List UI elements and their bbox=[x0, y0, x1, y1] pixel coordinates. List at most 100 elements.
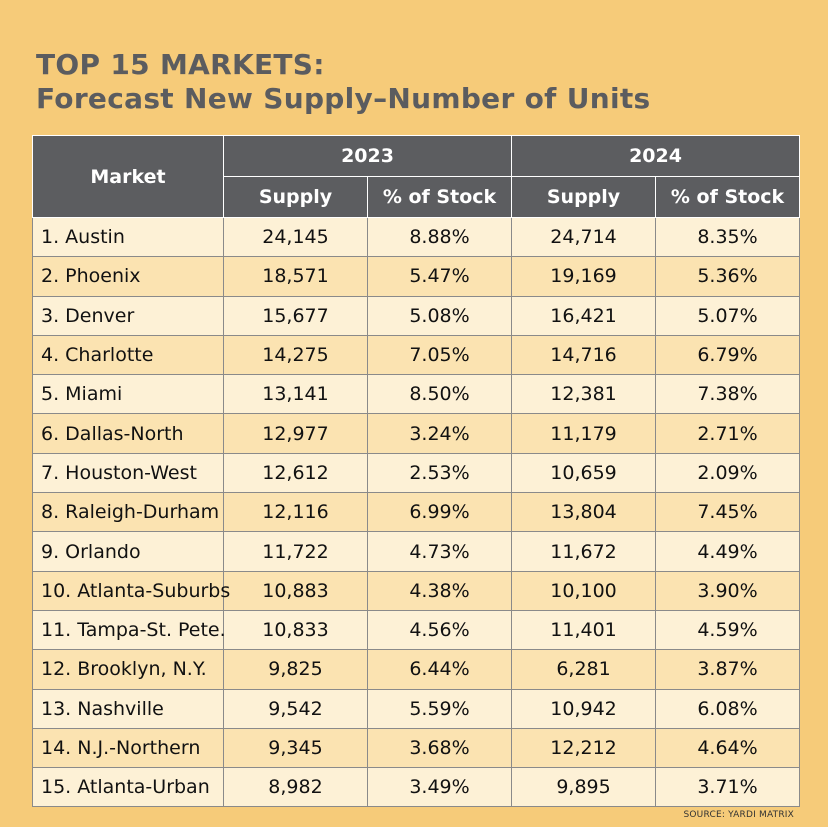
market-cell: 13. Nashville bbox=[32, 688, 224, 729]
supply-2023-cell: 18,571 bbox=[223, 256, 368, 297]
table-row: 4. Charlotte 14,275 7.05% 14,716 6.79% bbox=[32, 334, 801, 376]
supply-2024-cell: 9,895 bbox=[511, 767, 657, 808]
supply-2023-cell: 9,825 bbox=[223, 649, 368, 690]
supply-2024-cell: 14,716 bbox=[511, 334, 657, 376]
market-cell: 6. Dallas-North bbox=[32, 413, 224, 454]
supply-2023-cell: 10,833 bbox=[223, 609, 368, 651]
supply-2024-header: Supply bbox=[511, 176, 657, 218]
stock-2023-cell: 8.88% bbox=[366, 216, 513, 258]
supply-2023-cell: 24,145 bbox=[223, 216, 368, 258]
supply-2024-cell: 24,714 bbox=[511, 216, 657, 258]
stock-2024-cell: 4.49% bbox=[655, 531, 801, 572]
stock-2023-cell: 5.08% bbox=[366, 295, 513, 336]
market-column-header: Market bbox=[32, 135, 224, 218]
table-row: 14. N.J.-Northern 9,345 3.68% 12,212 4.64% bbox=[32, 727, 801, 769]
market-cell: 12. Brooklyn, N.Y. bbox=[32, 649, 224, 690]
stock-2024-cell: 7.38% bbox=[655, 374, 801, 415]
table-row: 8. Raleigh-Durham 12,116 6.99% 13,804 7.45% bbox=[32, 492, 801, 533]
stock-2023-cell: 2.53% bbox=[366, 452, 513, 494]
supply-2024-cell: 12,381 bbox=[511, 374, 657, 415]
stock-2023-cell: 4.38% bbox=[366, 570, 513, 611]
stock-2024-cell: 3.90% bbox=[655, 570, 801, 611]
supply-2024-cell: 19,169 bbox=[511, 256, 657, 297]
stock-2024-cell: 2.09% bbox=[655, 452, 801, 494]
supply-2024-cell: 13,804 bbox=[511, 492, 657, 533]
supply-2024-cell: 16,421 bbox=[511, 295, 657, 336]
table-row: 7. Houston-West 12,612 2.53% 10,659 2.09% bbox=[32, 452, 801, 494]
table-row: 12. Brooklyn, N.Y. 9,825 6.44% 6,281 3.87% bbox=[32, 649, 801, 690]
stock-2024-cell: 4.64% bbox=[655, 727, 801, 769]
source-note: SOURCE: YARDI MATRIX bbox=[683, 810, 794, 820]
market-cell: 14. N.J.-Northern bbox=[32, 727, 224, 769]
supply-2024-cell: 6,281 bbox=[511, 649, 657, 690]
market-cell: 3. Denver bbox=[32, 295, 224, 336]
supply-2023-cell: 8,982 bbox=[223, 767, 368, 808]
table-row: 10. Atlanta-Suburbs 10,883 4.38% 10,100 3.90… bbox=[32, 570, 801, 611]
table-row: 13. Nashville 9,542 5.59% 10,942 6.08% bbox=[32, 688, 801, 729]
supply-2024-cell: 10,942 bbox=[511, 688, 657, 729]
stock-2023-cell: 4.56% bbox=[366, 609, 513, 651]
year-2023-header: 2023 bbox=[222, 135, 513, 177]
stock-2023-cell: 5.47% bbox=[366, 256, 513, 297]
market-cell: 9. Orlando bbox=[32, 531, 224, 572]
stock-2023-cell: 4.73% bbox=[366, 531, 513, 572]
stock-2024-cell: 5.07% bbox=[655, 295, 801, 336]
stock-2023-cell: 3.24% bbox=[366, 413, 513, 454]
stock-2023-cell: 6.99% bbox=[366, 492, 513, 533]
supply-2023-cell: 15,677 bbox=[223, 295, 368, 336]
supply-2023-cell: 11,722 bbox=[223, 531, 368, 572]
supply-2024-cell: 12,212 bbox=[511, 727, 657, 769]
stock-2024-cell: 4.59% bbox=[655, 609, 801, 651]
stock-2023-header: % of Stock bbox=[366, 176, 513, 218]
chart-title: TOP 15 MARKETS: Forecast New Supply–Numb… bbox=[36, 48, 651, 116]
stock-2023-cell: 6.44% bbox=[366, 649, 513, 690]
table-row: 6. Dallas-North 12,977 3.24% 11,179 2.71% bbox=[32, 413, 801, 454]
market-cell: 10. Atlanta-Suburbs bbox=[32, 570, 230, 611]
supply-2023-cell: 10,883 bbox=[223, 570, 368, 611]
stock-2023-cell: 5.59% bbox=[366, 688, 513, 729]
table-row: 5. Miami 13,141 8.50% 12,381 7.38% bbox=[32, 374, 801, 415]
stock-2024-cell: 5.36% bbox=[655, 256, 801, 297]
stock-2024-cell: 3.71% bbox=[655, 767, 801, 808]
stock-2024-cell: 7.45% bbox=[655, 492, 801, 533]
market-cell: 1. Austin bbox=[32, 216, 224, 258]
table-row: 2. Phoenix 18,571 5.47% 19,169 5.36% bbox=[32, 256, 801, 297]
stock-2024-cell: 3.87% bbox=[655, 649, 801, 690]
title-line-2: Forecast New Supply–Number of Units bbox=[36, 82, 651, 115]
market-cell: 8. Raleigh-Durham bbox=[32, 492, 224, 533]
market-cell: 5. Miami bbox=[32, 374, 224, 415]
title-line-1: TOP 15 MARKETS: bbox=[36, 48, 325, 81]
stock-2023-cell: 3.49% bbox=[366, 767, 513, 808]
stock-2024-header: % of Stock bbox=[655, 176, 801, 218]
table-row: 9. Orlando 11,722 4.73% 11,672 4.49% bbox=[32, 531, 801, 572]
supply-2023-cell: 14,275 bbox=[223, 334, 368, 376]
stock-2023-cell: 3.68% bbox=[366, 727, 513, 769]
stock-2024-cell: 6.08% bbox=[655, 688, 801, 729]
table-row: 11. Tampa-St. Pete. 10,833 4.56% 11,401 4.59… bbox=[32, 609, 801, 651]
market-cell: 11. Tampa-St. Pete. bbox=[32, 609, 226, 651]
stock-2023-cell: 7.05% bbox=[366, 334, 513, 376]
supply-2024-cell: 11,179 bbox=[511, 413, 657, 454]
market-cell: 4. Charlotte bbox=[32, 334, 224, 376]
supply-2024-cell: 10,659 bbox=[511, 452, 657, 494]
supply-2023-cell: 13,141 bbox=[223, 374, 368, 415]
stock-2023-cell: 8.50% bbox=[366, 374, 513, 415]
supply-2023-cell: 12,977 bbox=[223, 413, 368, 454]
table-row: 3. Denver 15,677 5.08% 16,421 5.07% bbox=[32, 295, 801, 336]
supply-2023-cell: 12,116 bbox=[223, 492, 368, 533]
table-row: 1. Austin 24,145 8.88% 24,714 8.35% bbox=[32, 216, 801, 258]
market-cell: 15. Atlanta-Urban bbox=[32, 767, 224, 808]
market-cell: 2. Phoenix bbox=[32, 256, 224, 297]
markets-table: Market 2023 2024 Supply % of Stock Suppl… bbox=[32, 135, 801, 808]
year-2024-header: 2024 bbox=[511, 135, 801, 177]
table-body: 1. Austin 24,145 8.88% 24,714 8.35% 2. Phoeni… bbox=[32, 216, 801, 808]
market-cell: 7. Houston-West bbox=[32, 452, 224, 494]
supply-2023-header: Supply bbox=[223, 176, 368, 218]
supply-2023-cell: 9,542 bbox=[223, 688, 368, 729]
stock-2024-cell: 6.79% bbox=[655, 334, 801, 376]
supply-2023-cell: 12,612 bbox=[223, 452, 368, 494]
supply-2023-cell: 9,345 bbox=[223, 727, 368, 769]
supply-2024-cell: 11,672 bbox=[511, 531, 657, 572]
table-row: 15. Atlanta-Urban 8,982 3.49% 9,895 3.71% bbox=[32, 767, 801, 808]
stock-2024-cell: 8.35% bbox=[655, 216, 801, 258]
